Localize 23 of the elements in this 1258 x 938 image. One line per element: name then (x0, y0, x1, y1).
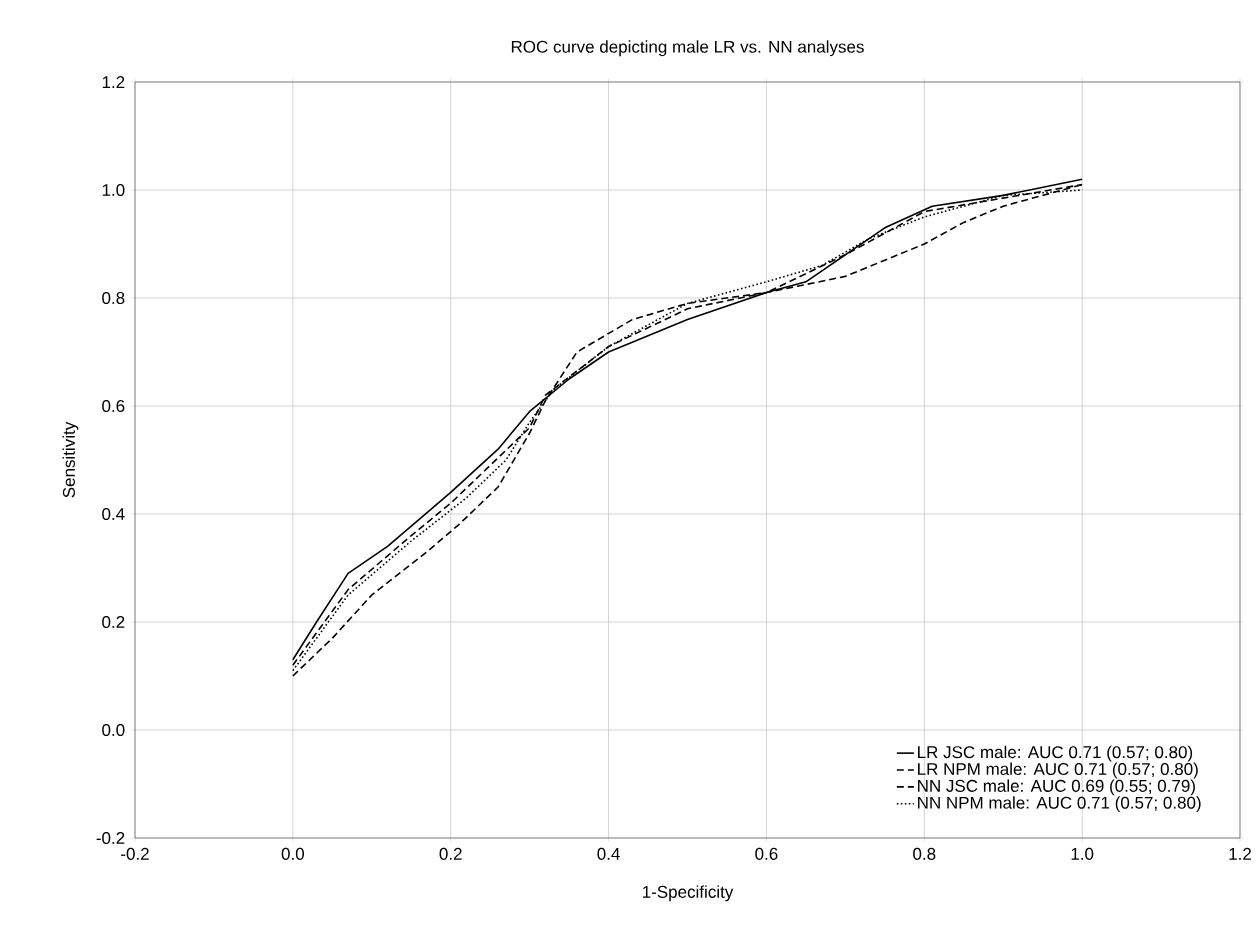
legend-label: NN JSC male: AUC 0.69 (0.55; 0.79) (918, 779, 1195, 796)
x-tick-label: 0.6 (755, 847, 778, 860)
x-axis-title: 1-Specificity (642, 885, 734, 902)
legend-label: LR NPM male: AUC 0.71 (0.57; 0.80) (918, 762, 1198, 779)
y-tick-label: 0.8 (102, 291, 125, 305)
x-tick-label: 0.8 (913, 847, 936, 860)
y-axis-title: Sensitivity (62, 421, 79, 498)
legend-label: NN NPM male: AUC 0.71 (0.57; 0.80) (918, 796, 1201, 813)
y-tick-label: 1.2 (102, 76, 125, 88)
y-tick-label: 1.0 (102, 183, 125, 197)
y-tick-label: 0.2 (102, 615, 125, 629)
y-tick-label: 0.0 (102, 723, 125, 737)
chart-title: ROC curve depicting male LR vs. NN analyses (511, 40, 864, 57)
x-tick-label: -0.2 (121, 847, 149, 860)
x-tick-label: 0.0 (281, 847, 305, 860)
y-tick-label: -0.2 (96, 831, 125, 845)
x-tick-label: 0.2 (439, 847, 462, 860)
x-tick-label: 1.2 (1229, 847, 1251, 860)
y-tick-label: 0.6 (102, 399, 125, 413)
y-tick-label: 0.4 (102, 507, 125, 521)
legend-label: LR JSC male: AUC 0.71 (0.57; 0.80) (918, 745, 1193, 762)
x-tick-label: 1.0 (1071, 847, 1094, 860)
x-tick-label: 0.4 (597, 847, 620, 860)
